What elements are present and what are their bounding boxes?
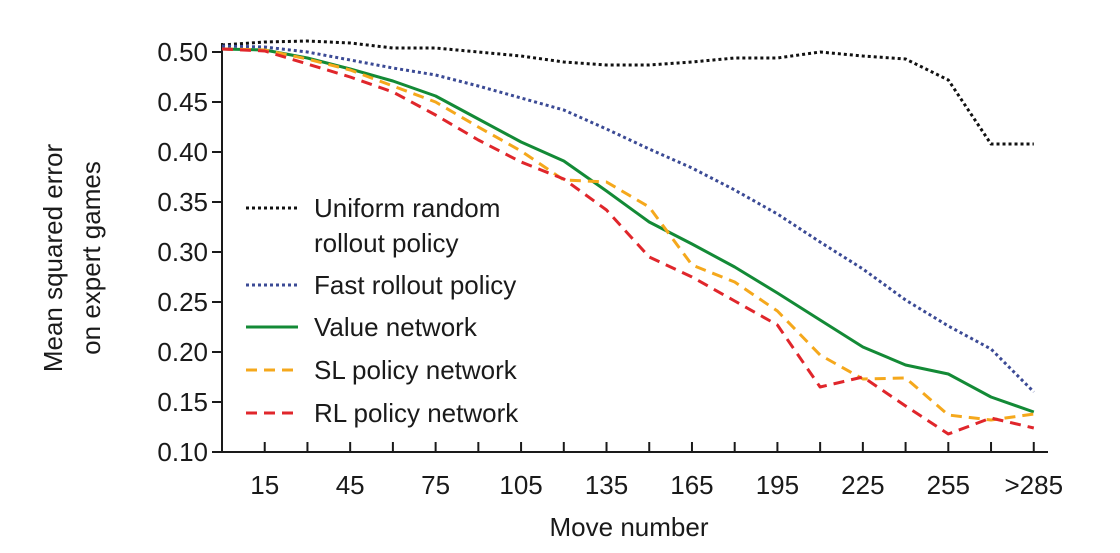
y-tick-label: 0.15	[157, 387, 208, 417]
x-tick-label: 195	[756, 470, 799, 500]
y-tick-label: 0.25	[157, 287, 208, 317]
y-tick-label: 0.30	[157, 237, 208, 267]
y-tick-label: 0.10	[157, 437, 208, 467]
y-axis-title-line-2: on expert games	[76, 161, 106, 355]
series-line-4	[221, 47, 1035, 436]
legend-label-2: Value network	[314, 312, 478, 342]
y-axis-title: Mean squared error on expert games	[38, 143, 106, 372]
x-tick-label: 165	[670, 470, 713, 500]
legend: Uniform random rollout policy Fast rollout…	[246, 193, 519, 428]
series-line-0	[221, 39, 1034, 146]
series-line-1	[221, 44, 1035, 394]
legend-label-3: SL policy network	[314, 355, 518, 385]
x-tick-label: 15	[250, 470, 279, 500]
x-tick-label: 75	[421, 470, 450, 500]
y-tick-label: 0.35	[157, 187, 208, 217]
x-ticks: 15 45 75 105 135 165 195 225 255 >285	[221, 442, 1063, 500]
y-axis-title-line-1: Mean squared error	[38, 143, 68, 372]
series-line-2	[221, 47, 1035, 414]
x-tick-label: 225	[841, 470, 884, 500]
x-tick-label: 45	[336, 470, 365, 500]
y-tick-label: 0.20	[157, 337, 208, 367]
x-tick-label: >285	[1004, 470, 1063, 500]
x-tick-label: 255	[927, 470, 970, 500]
x-tick-label: 105	[499, 470, 542, 500]
legend-label-1: Fast rollout policy	[314, 270, 516, 300]
y-tick-label: 0.40	[157, 137, 208, 167]
y-tick-label: 0.45	[157, 87, 208, 117]
y-ticks: 0.10 0.15 0.20 0.25 0.30 0.35 0.40 0.45 0.50	[157, 37, 222, 467]
legend-label-4: RL policy network	[314, 398, 519, 428]
series-layer	[221, 39, 1035, 436]
legend-label-0: rollout policy	[314, 228, 459, 258]
series-line-3	[221, 47, 1035, 422]
x-tick-label: 135	[585, 470, 628, 500]
y-tick-label: 0.50	[157, 37, 208, 67]
x-axis-title: Move number	[550, 512, 709, 542]
legend-label-0: Uniform random	[314, 193, 500, 223]
